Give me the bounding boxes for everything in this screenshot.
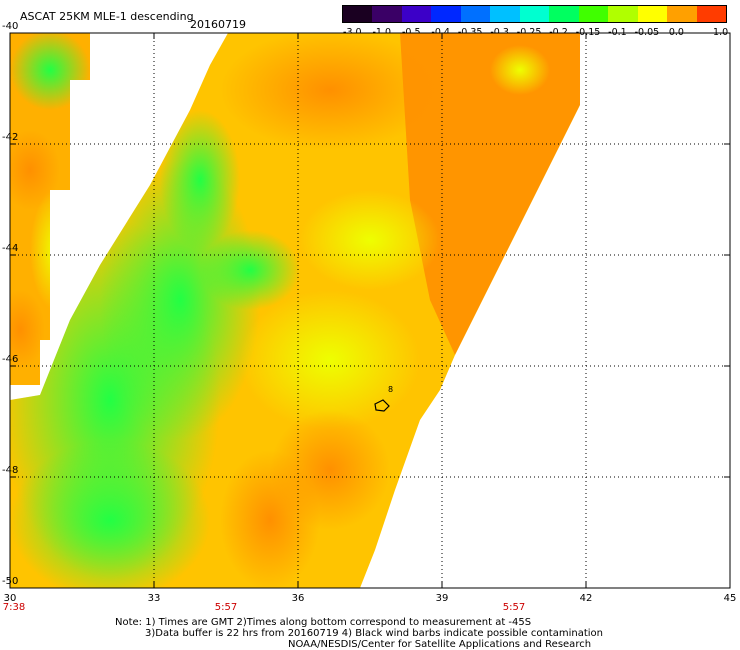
latitude-label: -42 <box>2 132 19 143</box>
colorbar-segment <box>578 6 609 22</box>
latitude-label: -44 <box>2 243 19 254</box>
longitude-label: 30 <box>3 593 17 604</box>
colorbar-segment <box>696 6 727 22</box>
contamination-marker: 8 <box>388 385 393 394</box>
longitude-label: 42 <box>579 593 593 604</box>
plot-frame <box>9 32 731 589</box>
colorbar-segment <box>549 6 579 22</box>
colorbar-segment <box>519 6 550 22</box>
note-line-3: NOAA/NESDIS/Center for Satellite Applica… <box>288 639 592 650</box>
contamination-contour <box>374 399 390 412</box>
latitude-label: -46 <box>2 354 19 365</box>
colorbar-segment <box>490 6 520 22</box>
time-label: 5:57 <box>502 602 526 613</box>
time-label: 7:38 <box>2 602 26 613</box>
colorbar-segment <box>460 6 491 22</box>
longitude-label: 39 <box>435 593 449 604</box>
colorbar-segment <box>431 6 461 22</box>
main-swath <box>10 33 580 588</box>
product-date: 20160719 <box>190 18 246 31</box>
longitude-label: 45 <box>723 593 737 604</box>
time-label: 5:57 <box>214 602 238 613</box>
colorbar-segment <box>608 6 638 22</box>
note-line-1: Note: 1) Times are GMT 2)Times along bot… <box>115 617 532 628</box>
latitude-label: -48 <box>2 465 19 476</box>
longitude-label: 33 <box>147 593 161 604</box>
note-line-2: 3)Data buffer is 22 hrs from 20160719 4)… <box>145 628 603 639</box>
latitude-label: -40 <box>2 21 19 32</box>
colorbar <box>342 5 727 23</box>
grid <box>9 32 731 589</box>
longitude-label: 36 <box>291 593 305 604</box>
colorbar-segment <box>637 6 668 22</box>
colorbar-segment <box>372 6 402 22</box>
colorbar-segment <box>343 6 373 22</box>
colorbar-segment <box>667 6 697 22</box>
product-title: ASCAT 25KM MLE-1 descending <box>20 10 194 23</box>
colorbar-segment <box>401 6 432 22</box>
latitude-label: -50 <box>2 576 19 587</box>
